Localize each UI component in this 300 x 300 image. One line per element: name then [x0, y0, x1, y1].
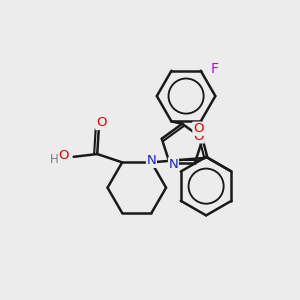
Text: O: O	[194, 130, 204, 143]
Text: N: N	[147, 154, 156, 167]
Text: O: O	[193, 122, 203, 135]
Text: H: H	[50, 153, 59, 166]
Text: O: O	[58, 149, 68, 162]
Text: N: N	[169, 158, 178, 171]
Text: O: O	[96, 116, 106, 129]
Text: F: F	[211, 62, 219, 76]
